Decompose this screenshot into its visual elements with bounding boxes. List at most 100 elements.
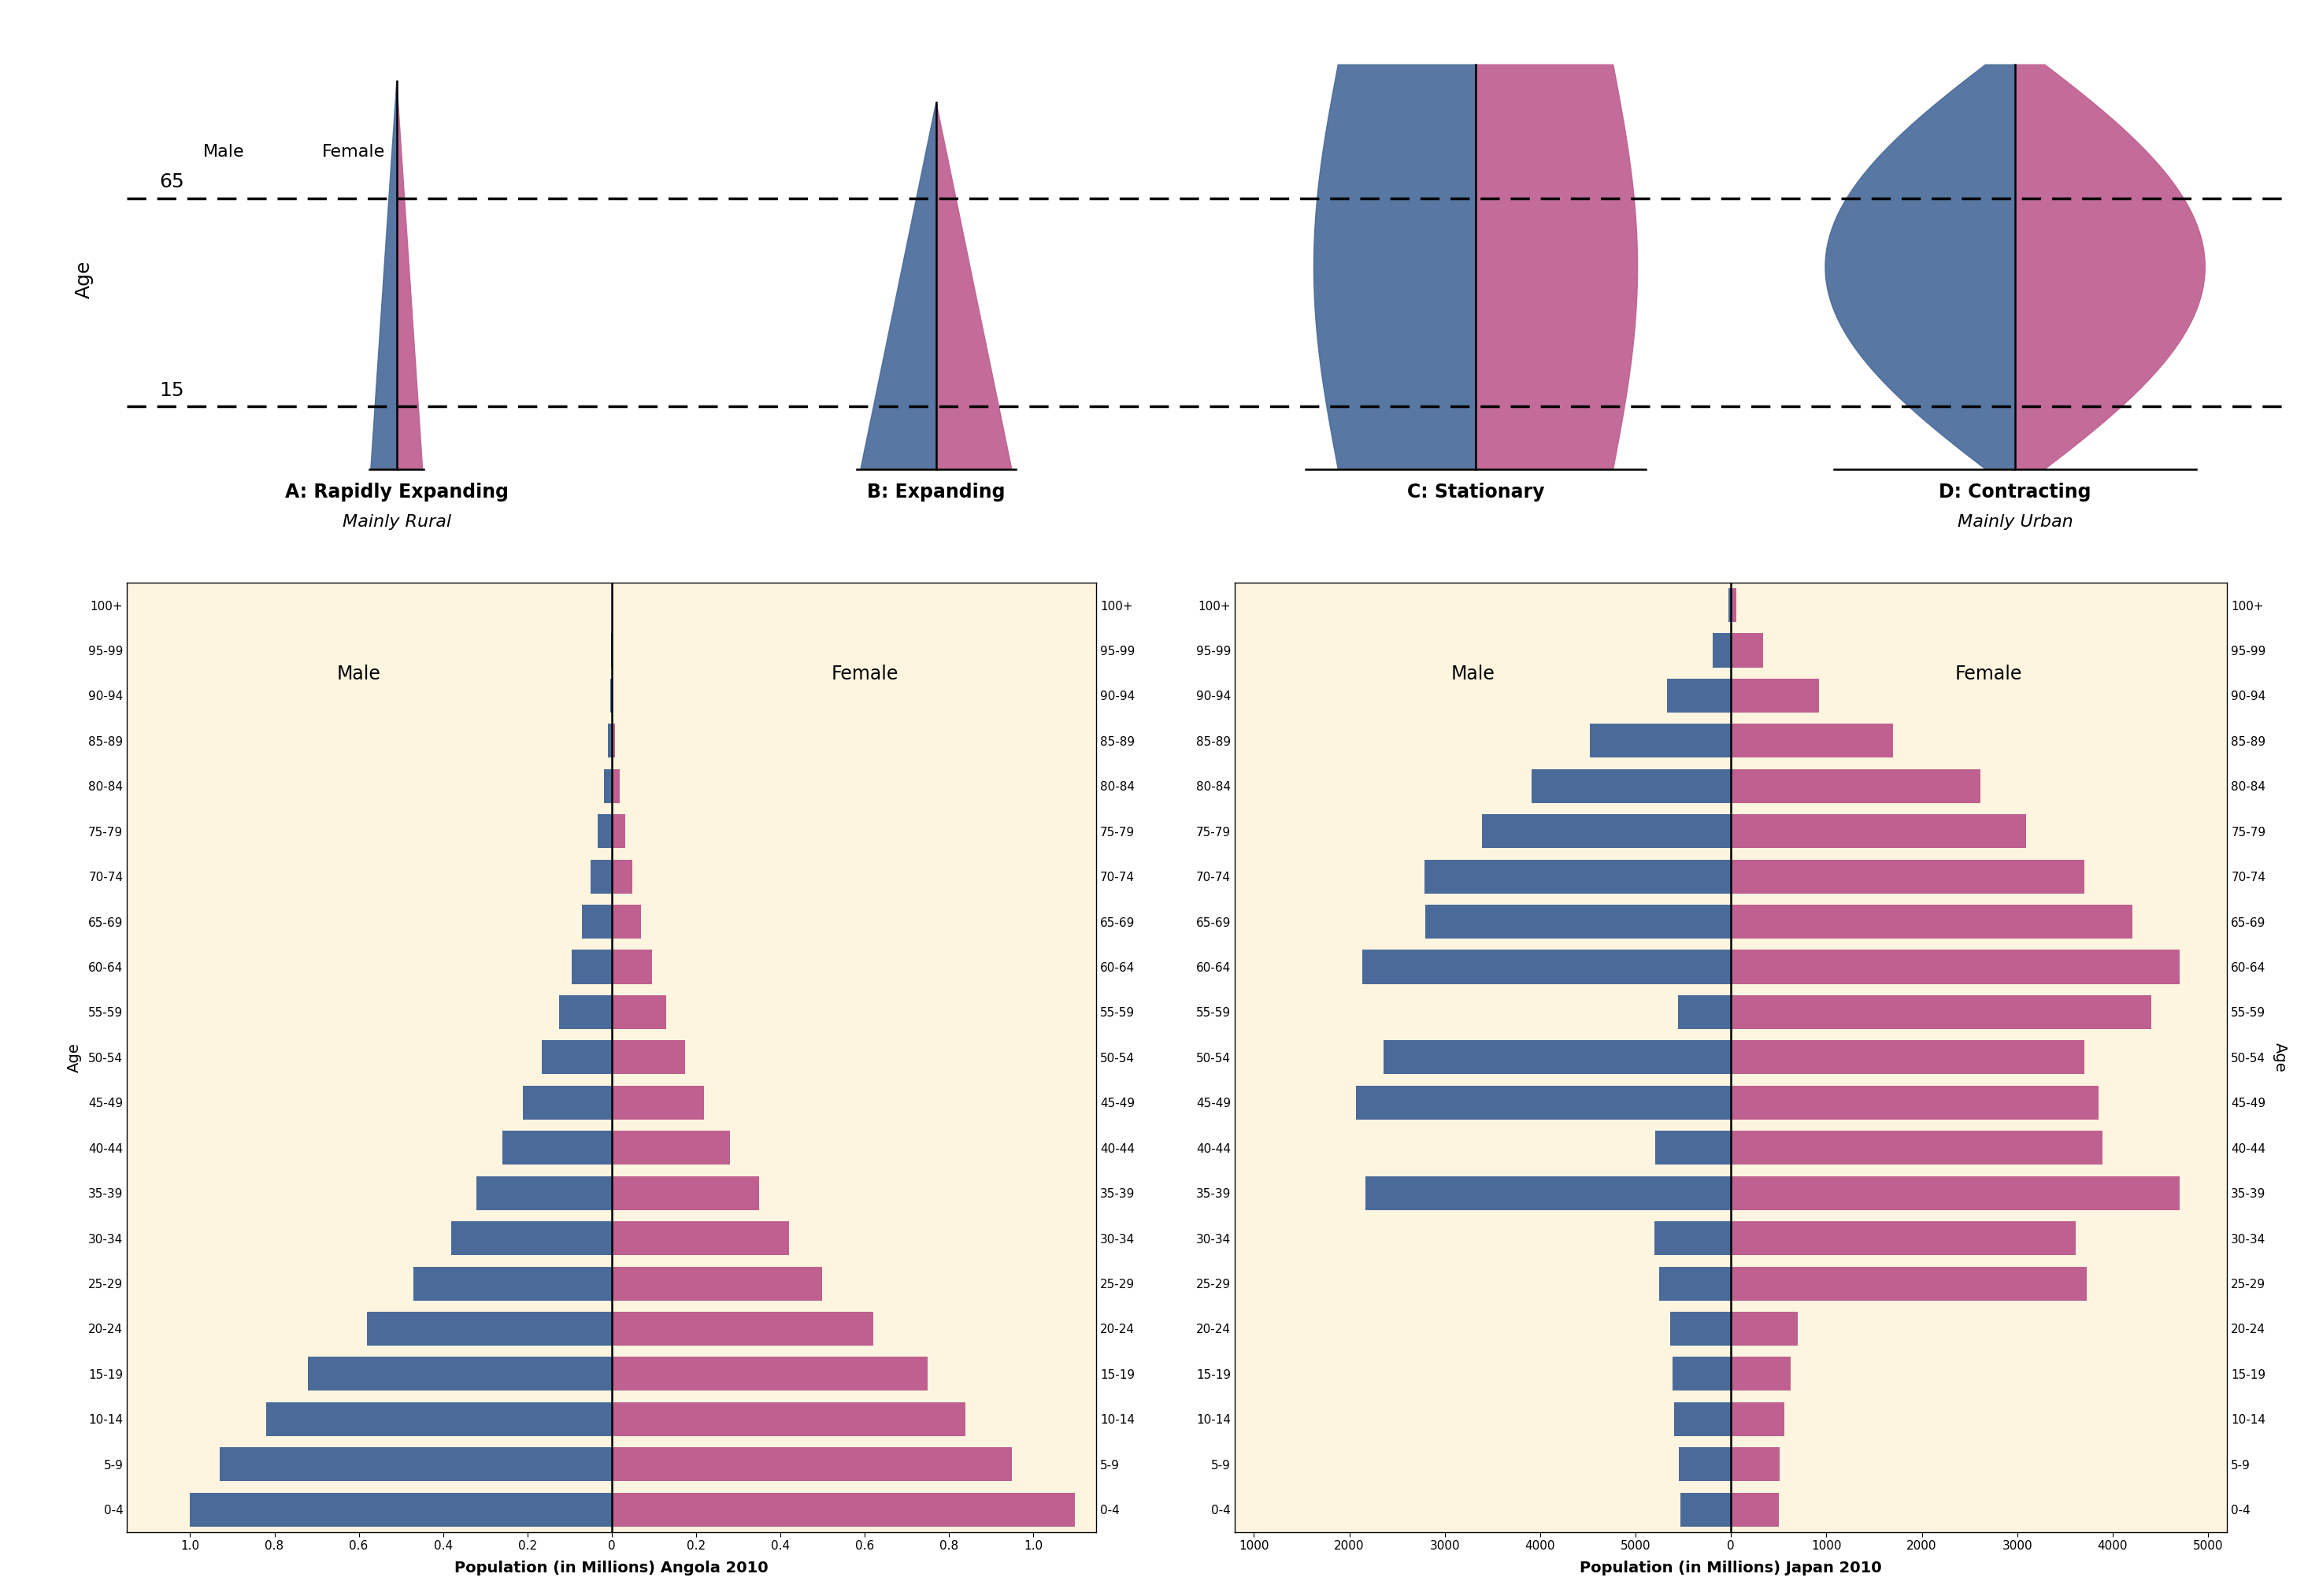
Bar [605, 769, 612, 803]
Text: Age: Age [74, 260, 92, 298]
Text: B: Expanding: B: Expanding [868, 482, 1006, 501]
Polygon shape [2015, 65, 2204, 469]
Text: 65: 65 [159, 172, 185, 192]
Polygon shape [1313, 65, 1475, 469]
Text: Female: Female [321, 144, 385, 160]
Bar [582, 905, 612, 938]
X-axis label: Population (in Millions) Angola 2010: Population (in Millions) Angola 2010 [455, 1561, 769, 1575]
Bar [1678, 996, 1731, 1029]
Bar [1680, 1492, 1731, 1526]
Bar [1655, 1221, 1731, 1254]
Bar [1713, 634, 1731, 667]
Bar [612, 1176, 759, 1210]
Bar [1362, 950, 1731, 983]
Y-axis label: Age: Age [67, 1042, 81, 1073]
Bar [1731, 1176, 2179, 1210]
Bar [1731, 1403, 1784, 1436]
Bar [1731, 860, 2084, 894]
Bar [1731, 1085, 2098, 1119]
Bar [612, 996, 667, 1029]
Bar [612, 1357, 928, 1390]
Bar [1673, 1403, 1731, 1436]
Bar [478, 1176, 612, 1210]
Bar [612, 1085, 704, 1119]
Bar [1731, 950, 2179, 983]
Polygon shape [937, 102, 1011, 469]
Bar [219, 1448, 612, 1481]
Text: Female: Female [1955, 664, 2022, 683]
Bar [572, 950, 612, 983]
Bar [559, 996, 612, 1029]
Bar [612, 1448, 1011, 1481]
Bar [503, 1132, 612, 1165]
Bar [1731, 996, 2151, 1029]
Bar [1731, 725, 1893, 758]
Text: Male: Male [1452, 664, 1496, 683]
Bar [1731, 634, 1763, 667]
Bar [1731, 1132, 2103, 1165]
Bar [1671, 1312, 1731, 1345]
Bar [612, 860, 632, 894]
Text: A: Rapidly Expanding: A: Rapidly Expanding [284, 482, 508, 501]
Bar [452, 1221, 612, 1254]
Bar [1731, 1357, 1791, 1390]
Bar [1533, 769, 1731, 803]
Y-axis label: Age: Age [2273, 1042, 2287, 1073]
Bar [612, 905, 642, 938]
Bar [612, 1221, 789, 1254]
Bar [1655, 1132, 1731, 1165]
Bar [542, 1041, 612, 1074]
Bar [524, 1085, 612, 1119]
Bar [612, 1492, 1076, 1526]
Bar [1731, 589, 1736, 622]
Polygon shape [1475, 65, 1636, 469]
Bar [591, 860, 612, 894]
Bar [1731, 814, 2026, 847]
Bar [265, 1403, 612, 1436]
Bar [1678, 1448, 1731, 1481]
Bar [309, 1357, 612, 1390]
Bar [612, 1041, 685, 1074]
Polygon shape [1826, 65, 2015, 469]
Bar [1731, 678, 1819, 712]
Text: Female: Female [831, 664, 898, 683]
Bar [1424, 860, 1731, 894]
Polygon shape [861, 102, 937, 469]
Bar [1357, 1085, 1731, 1119]
Text: D: Contracting: D: Contracting [1939, 482, 2091, 501]
Bar [612, 769, 619, 803]
Bar [1385, 1041, 1731, 1074]
Bar [1731, 769, 1980, 803]
Bar [612, 725, 614, 758]
Bar [1366, 1176, 1731, 1210]
Bar [1482, 814, 1731, 847]
Text: Mainly Urban: Mainly Urban [1957, 514, 2073, 530]
Bar [1673, 1357, 1731, 1390]
Bar [367, 1312, 612, 1345]
Bar [612, 1403, 965, 1436]
Bar [609, 725, 612, 758]
Bar [1659, 1267, 1731, 1301]
Polygon shape [397, 81, 422, 469]
Bar [612, 1312, 872, 1345]
Bar [1731, 1267, 2086, 1301]
Bar [1731, 1221, 2075, 1254]
Bar [189, 1492, 612, 1526]
Bar [612, 950, 651, 983]
Bar [1731, 1312, 1798, 1345]
Bar [612, 814, 625, 847]
Bar [1666, 678, 1731, 712]
Bar [1590, 725, 1731, 758]
Bar [1731, 1041, 2084, 1074]
Text: 15: 15 [159, 381, 185, 399]
Bar [413, 1267, 612, 1301]
Bar [1729, 589, 1731, 622]
Bar [1731, 1448, 1779, 1481]
Bar [1731, 1492, 1779, 1526]
Text: C: Stationary: C: Stationary [1408, 482, 1544, 501]
Bar [1731, 905, 2133, 938]
Text: Male: Male [203, 144, 245, 160]
Bar [598, 814, 612, 847]
Bar [612, 1267, 822, 1301]
Polygon shape [372, 81, 397, 469]
